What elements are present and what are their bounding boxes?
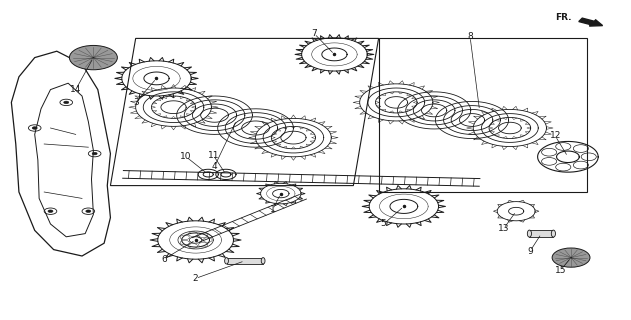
- Circle shape: [86, 210, 91, 212]
- Bar: [227, 258, 263, 264]
- Text: 15: 15: [555, 266, 566, 275]
- Text: FR.: FR.: [555, 13, 572, 22]
- Circle shape: [48, 210, 53, 212]
- Circle shape: [92, 152, 97, 155]
- Ellipse shape: [261, 258, 265, 264]
- Ellipse shape: [551, 230, 555, 237]
- Text: 14: 14: [70, 85, 81, 94]
- Bar: [529, 230, 553, 237]
- Circle shape: [69, 45, 117, 70]
- Circle shape: [64, 101, 69, 104]
- Text: 7: 7: [311, 29, 317, 38]
- Text: 4: 4: [212, 162, 217, 171]
- Circle shape: [552, 248, 590, 267]
- Text: 13: 13: [498, 224, 509, 233]
- Text: 2: 2: [193, 274, 198, 283]
- Circle shape: [32, 127, 37, 129]
- Text: 10: 10: [180, 152, 192, 161]
- Text: 11: 11: [208, 151, 219, 160]
- FancyArrow shape: [579, 18, 603, 26]
- Text: 3: 3: [133, 98, 139, 107]
- Text: 9: 9: [527, 247, 533, 256]
- Ellipse shape: [528, 230, 531, 237]
- Text: 5: 5: [380, 220, 387, 228]
- Text: 8: 8: [467, 32, 473, 41]
- Text: 1: 1: [269, 205, 276, 214]
- Text: 12: 12: [550, 132, 561, 140]
- Ellipse shape: [225, 258, 228, 264]
- Text: 6: 6: [161, 255, 167, 264]
